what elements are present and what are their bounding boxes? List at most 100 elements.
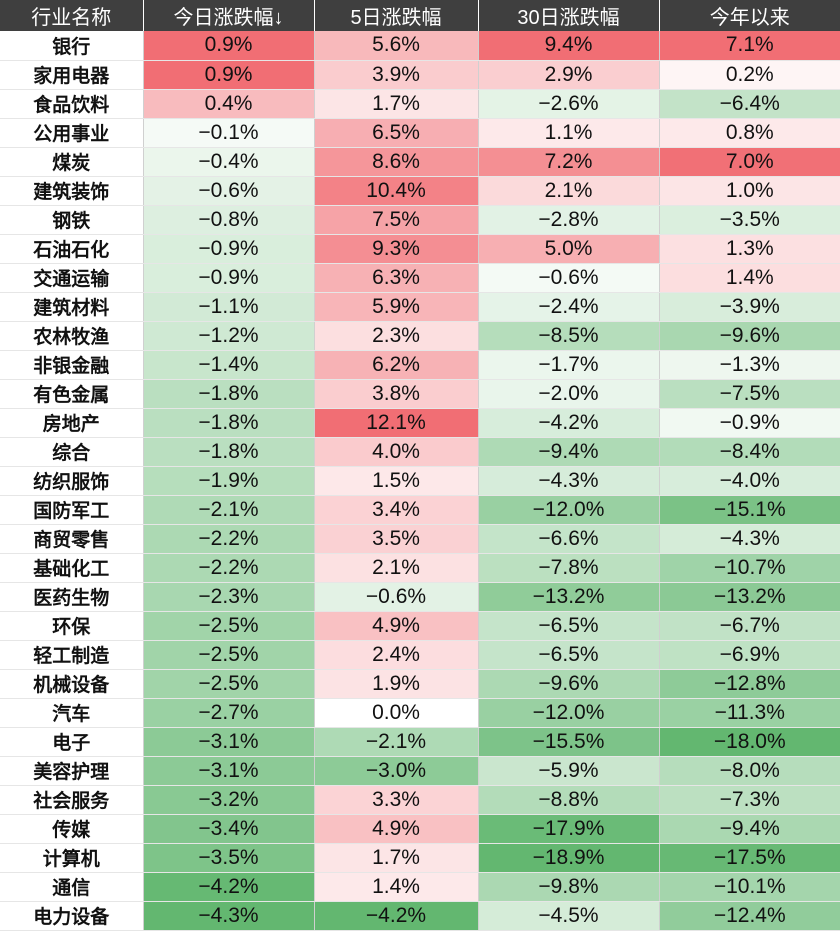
- table-row: 建筑装饰 −0.6% 10.4% 2.1% 1.0%: [0, 176, 840, 206]
- industry-name-cell: 建筑材料: [0, 292, 144, 322]
- today-change-cell: −1.8%: [143, 408, 315, 438]
- table-row: 交通运输 −0.9% 6.3% −0.6% 1.4%: [0, 263, 840, 293]
- 30day-change-cell: −6.5%: [478, 640, 660, 670]
- 5day-change-cell: 0.0%: [314, 698, 479, 728]
- 30day-change-cell: −2.4%: [478, 292, 660, 322]
- 30day-change-cell: −9.4%: [478, 437, 660, 467]
- industry-name-cell: 美容护理: [0, 756, 144, 786]
- today-change-cell: −0.8%: [143, 205, 315, 235]
- industry-name-cell: 计算机: [0, 843, 144, 873]
- today-change-cell: −2.2%: [143, 553, 315, 583]
- 30day-change-cell: −8.8%: [478, 785, 660, 815]
- table-row: 煤炭 −0.4% 8.6% 7.2% 7.0%: [0, 147, 840, 177]
- header-5day-change[interactable]: 5日涨跌幅: [314, 0, 479, 31]
- ytd-change-cell: −9.6%: [659, 321, 840, 351]
- 5day-change-cell: 6.5%: [314, 118, 479, 148]
- table-row: 汽车 −2.7% 0.0% −12.0% −11.3%: [0, 698, 840, 728]
- table-row: 基础化工 −2.2% 2.1% −7.8% −10.7%: [0, 553, 840, 583]
- ytd-change-cell: −3.9%: [659, 292, 840, 322]
- 30day-change-cell: −4.3%: [478, 466, 660, 496]
- 30day-change-cell: −4.2%: [478, 408, 660, 438]
- table-row: 环保 −2.5% 4.9% −6.5% −6.7%: [0, 611, 840, 641]
- today-change-cell: 0.4%: [143, 89, 315, 119]
- 30day-change-cell: −5.9%: [478, 756, 660, 786]
- industry-name-cell: 综合: [0, 437, 144, 467]
- today-change-cell: −0.1%: [143, 118, 315, 148]
- 30day-change-cell: −0.6%: [478, 263, 660, 293]
- 30day-change-cell: −6.6%: [478, 524, 660, 554]
- industry-name-cell: 交通运输: [0, 263, 144, 293]
- 5day-change-cell: 1.5%: [314, 466, 479, 496]
- table-row: 纺织服饰 −1.9% 1.5% −4.3% −4.0%: [0, 466, 840, 496]
- industry-name-cell: 公用事业: [0, 118, 144, 148]
- ytd-change-cell: −12.8%: [659, 669, 840, 699]
- 5day-change-cell: 5.9%: [314, 292, 479, 322]
- 5day-change-cell: 1.7%: [314, 89, 479, 119]
- industry-name-cell: 有色金属: [0, 379, 144, 409]
- table-body: 银行 0.9% 5.6% 9.4% 7.1% 家用电器 0.9% 3.9% 2.9% 0.2% 食品…: [0, 31, 840, 931]
- 5day-change-cell: 3.9%: [314, 60, 479, 90]
- ytd-change-cell: −18.0%: [659, 727, 840, 757]
- ytd-change-cell: 7.1%: [659, 31, 840, 61]
- ytd-change-cell: −12.4%: [659, 901, 840, 931]
- ytd-change-cell: −8.0%: [659, 756, 840, 786]
- 5day-change-cell: 3.3%: [314, 785, 479, 815]
- ytd-change-cell: −0.9%: [659, 408, 840, 438]
- ytd-change-cell: −6.9%: [659, 640, 840, 670]
- ytd-change-cell: −6.4%: [659, 89, 840, 119]
- 5day-change-cell: 2.1%: [314, 553, 479, 583]
- 5day-change-cell: 4.9%: [314, 814, 479, 844]
- today-change-cell: −1.8%: [143, 379, 315, 409]
- 30day-change-cell: −6.5%: [478, 611, 660, 641]
- header-ytd-change[interactable]: 今年以来: [659, 0, 840, 31]
- table-row: 社会服务 −3.2% 3.3% −8.8% −7.3%: [0, 785, 840, 815]
- today-change-cell: −2.7%: [143, 698, 315, 728]
- industry-name-cell: 钢铁: [0, 205, 144, 235]
- ytd-change-cell: −10.7%: [659, 553, 840, 583]
- ytd-change-cell: 1.3%: [659, 234, 840, 264]
- today-change-cell: −0.6%: [143, 176, 315, 206]
- ytd-change-cell: −15.1%: [659, 495, 840, 525]
- ytd-change-cell: 0.2%: [659, 60, 840, 90]
- today-change-cell: −0.4%: [143, 147, 315, 177]
- industry-name-cell: 农林牧渔: [0, 321, 144, 351]
- ytd-change-cell: 7.0%: [659, 147, 840, 177]
- 5day-change-cell: 6.3%: [314, 263, 479, 293]
- today-change-cell: −1.4%: [143, 350, 315, 380]
- header-today-change[interactable]: 今日涨跌幅↓: [143, 0, 315, 31]
- header-30day-change[interactable]: 30日涨跌幅: [478, 0, 660, 31]
- header-industry-name[interactable]: 行业名称: [0, 0, 144, 31]
- 5day-change-cell: −0.6%: [314, 582, 479, 612]
- ytd-change-cell: 1.0%: [659, 176, 840, 206]
- today-change-cell: −2.1%: [143, 495, 315, 525]
- industry-name-cell: 医药生物: [0, 582, 144, 612]
- industry-name-cell: 汽车: [0, 698, 144, 728]
- 5day-change-cell: −2.1%: [314, 727, 479, 757]
- industry-name-cell: 商贸零售: [0, 524, 144, 554]
- 30day-change-cell: −17.9%: [478, 814, 660, 844]
- table-row: 建筑材料 −1.1% 5.9% −2.4% −3.9%: [0, 292, 840, 322]
- 30day-change-cell: −1.7%: [478, 350, 660, 380]
- ytd-change-cell: −10.1%: [659, 872, 840, 902]
- table-row: 综合 −1.8% 4.0% −9.4% −8.4%: [0, 437, 840, 467]
- 5day-change-cell: 6.2%: [314, 350, 479, 380]
- 5day-change-cell: 10.4%: [314, 176, 479, 206]
- industry-name-cell: 煤炭: [0, 147, 144, 177]
- industry-name-cell: 机械设备: [0, 669, 144, 699]
- 30day-change-cell: 9.4%: [478, 31, 660, 61]
- today-change-cell: 0.9%: [143, 31, 315, 61]
- ytd-change-cell: −11.3%: [659, 698, 840, 728]
- today-change-cell: −4.3%: [143, 901, 315, 931]
- today-change-cell: −2.2%: [143, 524, 315, 554]
- today-change-cell: −1.1%: [143, 292, 315, 322]
- table-row: 通信 −4.2% 1.4% −9.8% −10.1%: [0, 872, 840, 902]
- ytd-change-cell: −17.5%: [659, 843, 840, 873]
- 5day-change-cell: 2.4%: [314, 640, 479, 670]
- 30day-change-cell: 2.9%: [478, 60, 660, 90]
- today-change-cell: −3.5%: [143, 843, 315, 873]
- 30day-change-cell: −15.5%: [478, 727, 660, 757]
- 5day-change-cell: 1.7%: [314, 843, 479, 873]
- ytd-change-cell: 1.4%: [659, 263, 840, 293]
- 5day-change-cell: −4.2%: [314, 901, 479, 931]
